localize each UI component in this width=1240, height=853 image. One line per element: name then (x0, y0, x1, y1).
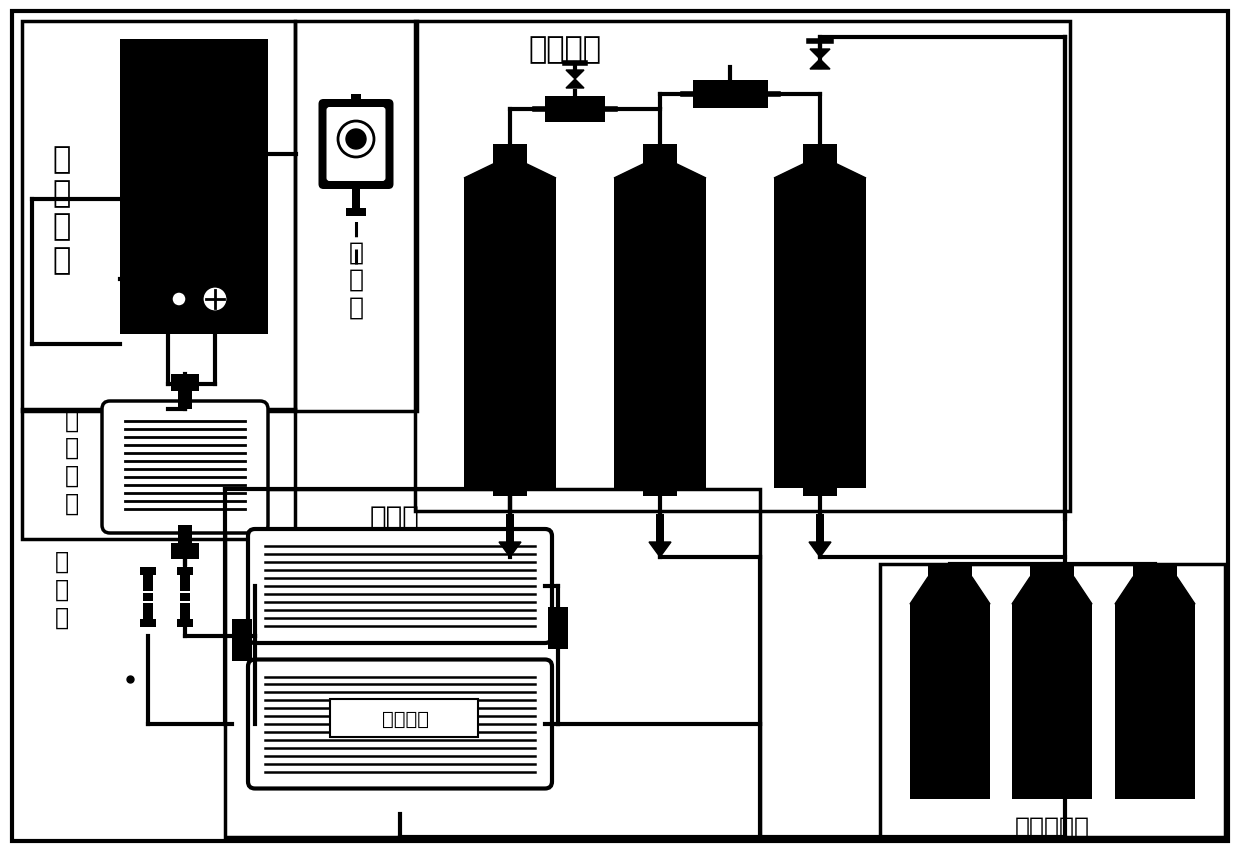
Text: 回
压
阀: 回 压 阀 (348, 240, 363, 319)
Polygon shape (808, 543, 831, 557)
Bar (180, 594, 190, 601)
Bar (232, 619, 252, 661)
Bar (816, 514, 825, 543)
Polygon shape (565, 80, 584, 89)
FancyBboxPatch shape (326, 107, 386, 182)
Bar (910, 604, 990, 799)
Bar (140, 567, 156, 575)
Bar (143, 572, 153, 623)
Polygon shape (810, 50, 830, 60)
Bar (804, 145, 837, 165)
Bar (644, 489, 677, 496)
Circle shape (172, 293, 186, 306)
Bar (22, 409, 295, 539)
Polygon shape (565, 71, 584, 80)
Polygon shape (810, 60, 830, 70)
Text: 定容定压泵: 定容定压泵 (1014, 815, 1090, 839)
FancyBboxPatch shape (248, 530, 552, 643)
Bar (614, 179, 706, 489)
Bar (141, 591, 155, 603)
Bar (644, 145, 677, 165)
Circle shape (193, 278, 237, 322)
Bar (171, 543, 198, 560)
Polygon shape (614, 165, 706, 179)
Bar (224, 490, 760, 837)
Circle shape (203, 287, 227, 311)
Bar (494, 489, 527, 496)
Polygon shape (464, 165, 556, 179)
Polygon shape (910, 577, 990, 604)
Text: 单
向
阀: 单 向 阀 (55, 549, 69, 629)
Bar (177, 619, 193, 627)
Bar (774, 179, 866, 489)
Bar (140, 619, 156, 627)
Text: 高
温
腔
体: 高 温 腔 体 (53, 145, 71, 275)
Bar (1030, 565, 1074, 577)
Bar (352, 179, 360, 209)
Bar (464, 179, 556, 489)
Polygon shape (1012, 577, 1092, 604)
Bar (143, 594, 153, 601)
Bar (22, 22, 295, 411)
Bar (120, 40, 268, 334)
Bar (180, 572, 190, 623)
Text: 冷却管: 冷却管 (370, 503, 420, 531)
Bar (295, 22, 417, 411)
Bar (656, 514, 663, 543)
Bar (171, 374, 198, 392)
Text: 低温腔体: 低温腔体 (528, 36, 601, 65)
Bar (546, 97, 605, 123)
Bar (179, 525, 192, 543)
Bar (928, 565, 972, 577)
Bar (179, 591, 192, 603)
FancyBboxPatch shape (248, 659, 552, 788)
Circle shape (339, 122, 374, 158)
Bar (346, 209, 366, 217)
Bar (330, 699, 477, 737)
Bar (692, 81, 768, 109)
Bar (494, 145, 527, 165)
Bar (880, 565, 1225, 837)
Polygon shape (498, 543, 521, 557)
Bar (804, 489, 837, 496)
Text: 混
合
盘
管: 混 合 盘 管 (64, 408, 79, 515)
Bar (177, 567, 193, 575)
Bar (1012, 604, 1092, 799)
FancyBboxPatch shape (102, 402, 268, 533)
Polygon shape (649, 543, 671, 557)
Text: 回流保护: 回流保护 (382, 709, 429, 728)
Polygon shape (774, 165, 866, 179)
Bar (548, 607, 568, 649)
Circle shape (165, 286, 193, 314)
Bar (179, 392, 192, 409)
FancyBboxPatch shape (319, 100, 393, 189)
Bar (415, 22, 1070, 512)
Bar (506, 514, 515, 543)
Bar (1133, 565, 1177, 577)
Bar (1115, 604, 1195, 799)
Bar (351, 95, 361, 109)
Polygon shape (1115, 577, 1195, 604)
Circle shape (346, 130, 366, 150)
